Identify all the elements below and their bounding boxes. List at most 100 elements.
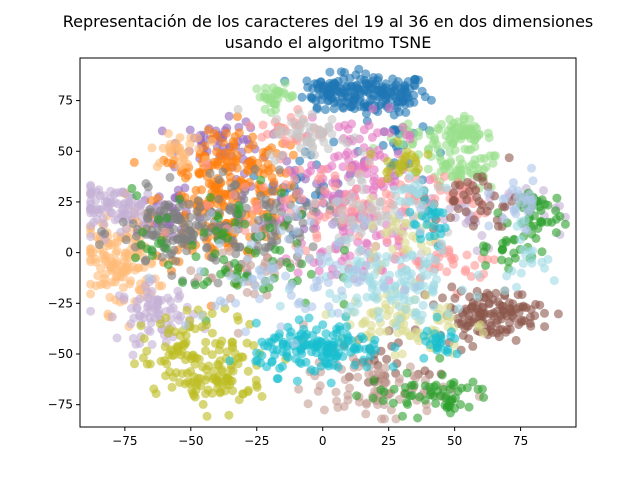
scatter-point [278, 339, 288, 349]
scatter-point [129, 208, 139, 218]
scatter-point [283, 195, 293, 205]
scatter-point [432, 312, 442, 322]
scatter-point [297, 259, 307, 269]
scatter-point [429, 302, 439, 312]
scatter-point [336, 67, 346, 77]
scatter-point [349, 198, 359, 208]
scatter-point [152, 162, 162, 172]
scatter-point [517, 315, 527, 325]
scatter-point [327, 114, 337, 124]
scatter-point [161, 243, 171, 253]
scatter-point [267, 186, 277, 196]
scatter-point [394, 107, 404, 117]
scatter-point [86, 289, 96, 299]
scatter-point [517, 290, 527, 300]
scatter-point [476, 206, 486, 216]
scatter-point [292, 376, 302, 386]
scatter-point [222, 347, 232, 357]
scatter-point [333, 308, 343, 318]
scatter-point [190, 280, 200, 290]
scatter-point [240, 219, 250, 229]
scatter-point [304, 313, 314, 323]
scatter-point [317, 352, 327, 362]
scatter-point [207, 137, 217, 146]
scatter-point [153, 226, 163, 236]
scatter-point [338, 226, 348, 236]
scatter-point [326, 378, 336, 388]
scatter-point [307, 109, 317, 119]
scatter-point [194, 144, 204, 154]
scatter-point [302, 168, 312, 178]
scatter-point [330, 79, 340, 89]
scatter-point [94, 240, 104, 250]
scatter-point [526, 321, 536, 331]
scatter-point [242, 288, 252, 297]
scatter-point [143, 325, 153, 335]
scatter-point [477, 231, 487, 240]
scatter-point [392, 136, 402, 146]
scatter-point [288, 150, 298, 160]
scatter-point [169, 245, 179, 255]
scatter-point [194, 221, 204, 231]
scatter-point [227, 341, 237, 351]
scatter-point [204, 361, 214, 371]
scatter-point [449, 253, 459, 263]
scatter-point [175, 378, 185, 387]
scatter-point [501, 237, 511, 247]
scatter-point [335, 98, 345, 108]
scatter-point [399, 95, 409, 105]
scatter-point [489, 255, 499, 265]
scatter-point [375, 197, 385, 207]
scatter-point [438, 208, 448, 218]
scatter-point [267, 356, 277, 366]
scatter-point [230, 258, 240, 268]
scatter-point [295, 297, 305, 307]
scatter-point [202, 411, 212, 421]
scatter-point [181, 338, 191, 347]
scatter-point [339, 342, 349, 352]
scatter-point [279, 202, 289, 212]
scatter-point [309, 198, 319, 208]
scatter-point [185, 212, 195, 222]
scatter-point [216, 387, 226, 397]
scatter-point [498, 194, 508, 204]
scatter-point [245, 121, 255, 131]
scatter-point [397, 349, 407, 359]
scatter-point [493, 208, 503, 218]
scatter-point [405, 207, 415, 217]
scatter-point [214, 175, 224, 185]
scatter-point [131, 253, 140, 263]
scatter-point [361, 238, 371, 248]
scatter-point [132, 304, 142, 314]
scatter-point [321, 329, 331, 339]
scatter-point [349, 96, 358, 106]
scatter-point [142, 346, 152, 356]
scatter-point [333, 151, 343, 161]
scatter-point [225, 356, 235, 366]
scatter-point [402, 398, 412, 407]
scatter-point [395, 255, 405, 265]
scatter-point [181, 320, 190, 330]
scatter-point [527, 163, 536, 173]
scatter-point [202, 242, 212, 252]
scatter-point [167, 271, 177, 280]
chart-subtitle: usando el algoritmo TSNE [225, 33, 432, 52]
scatter-point [376, 385, 386, 395]
scatter-point [120, 198, 130, 208]
scatter-point [239, 277, 249, 287]
scatter-point [308, 242, 318, 252]
scatter-point [369, 173, 379, 182]
scatter-point [461, 265, 471, 275]
scatter-point [96, 263, 105, 273]
scatter-point [251, 375, 261, 385]
scatter-point [445, 408, 455, 418]
scatter-point [157, 252, 167, 262]
scatter-point [389, 384, 399, 394]
scatter-point [384, 103, 394, 112]
scatter-point [107, 277, 117, 287]
scatter-point [303, 135, 313, 145]
scatter-point [366, 351, 375, 361]
scatter-point [440, 223, 450, 233]
scatter-point [394, 168, 404, 178]
scatter-point [408, 251, 418, 261]
